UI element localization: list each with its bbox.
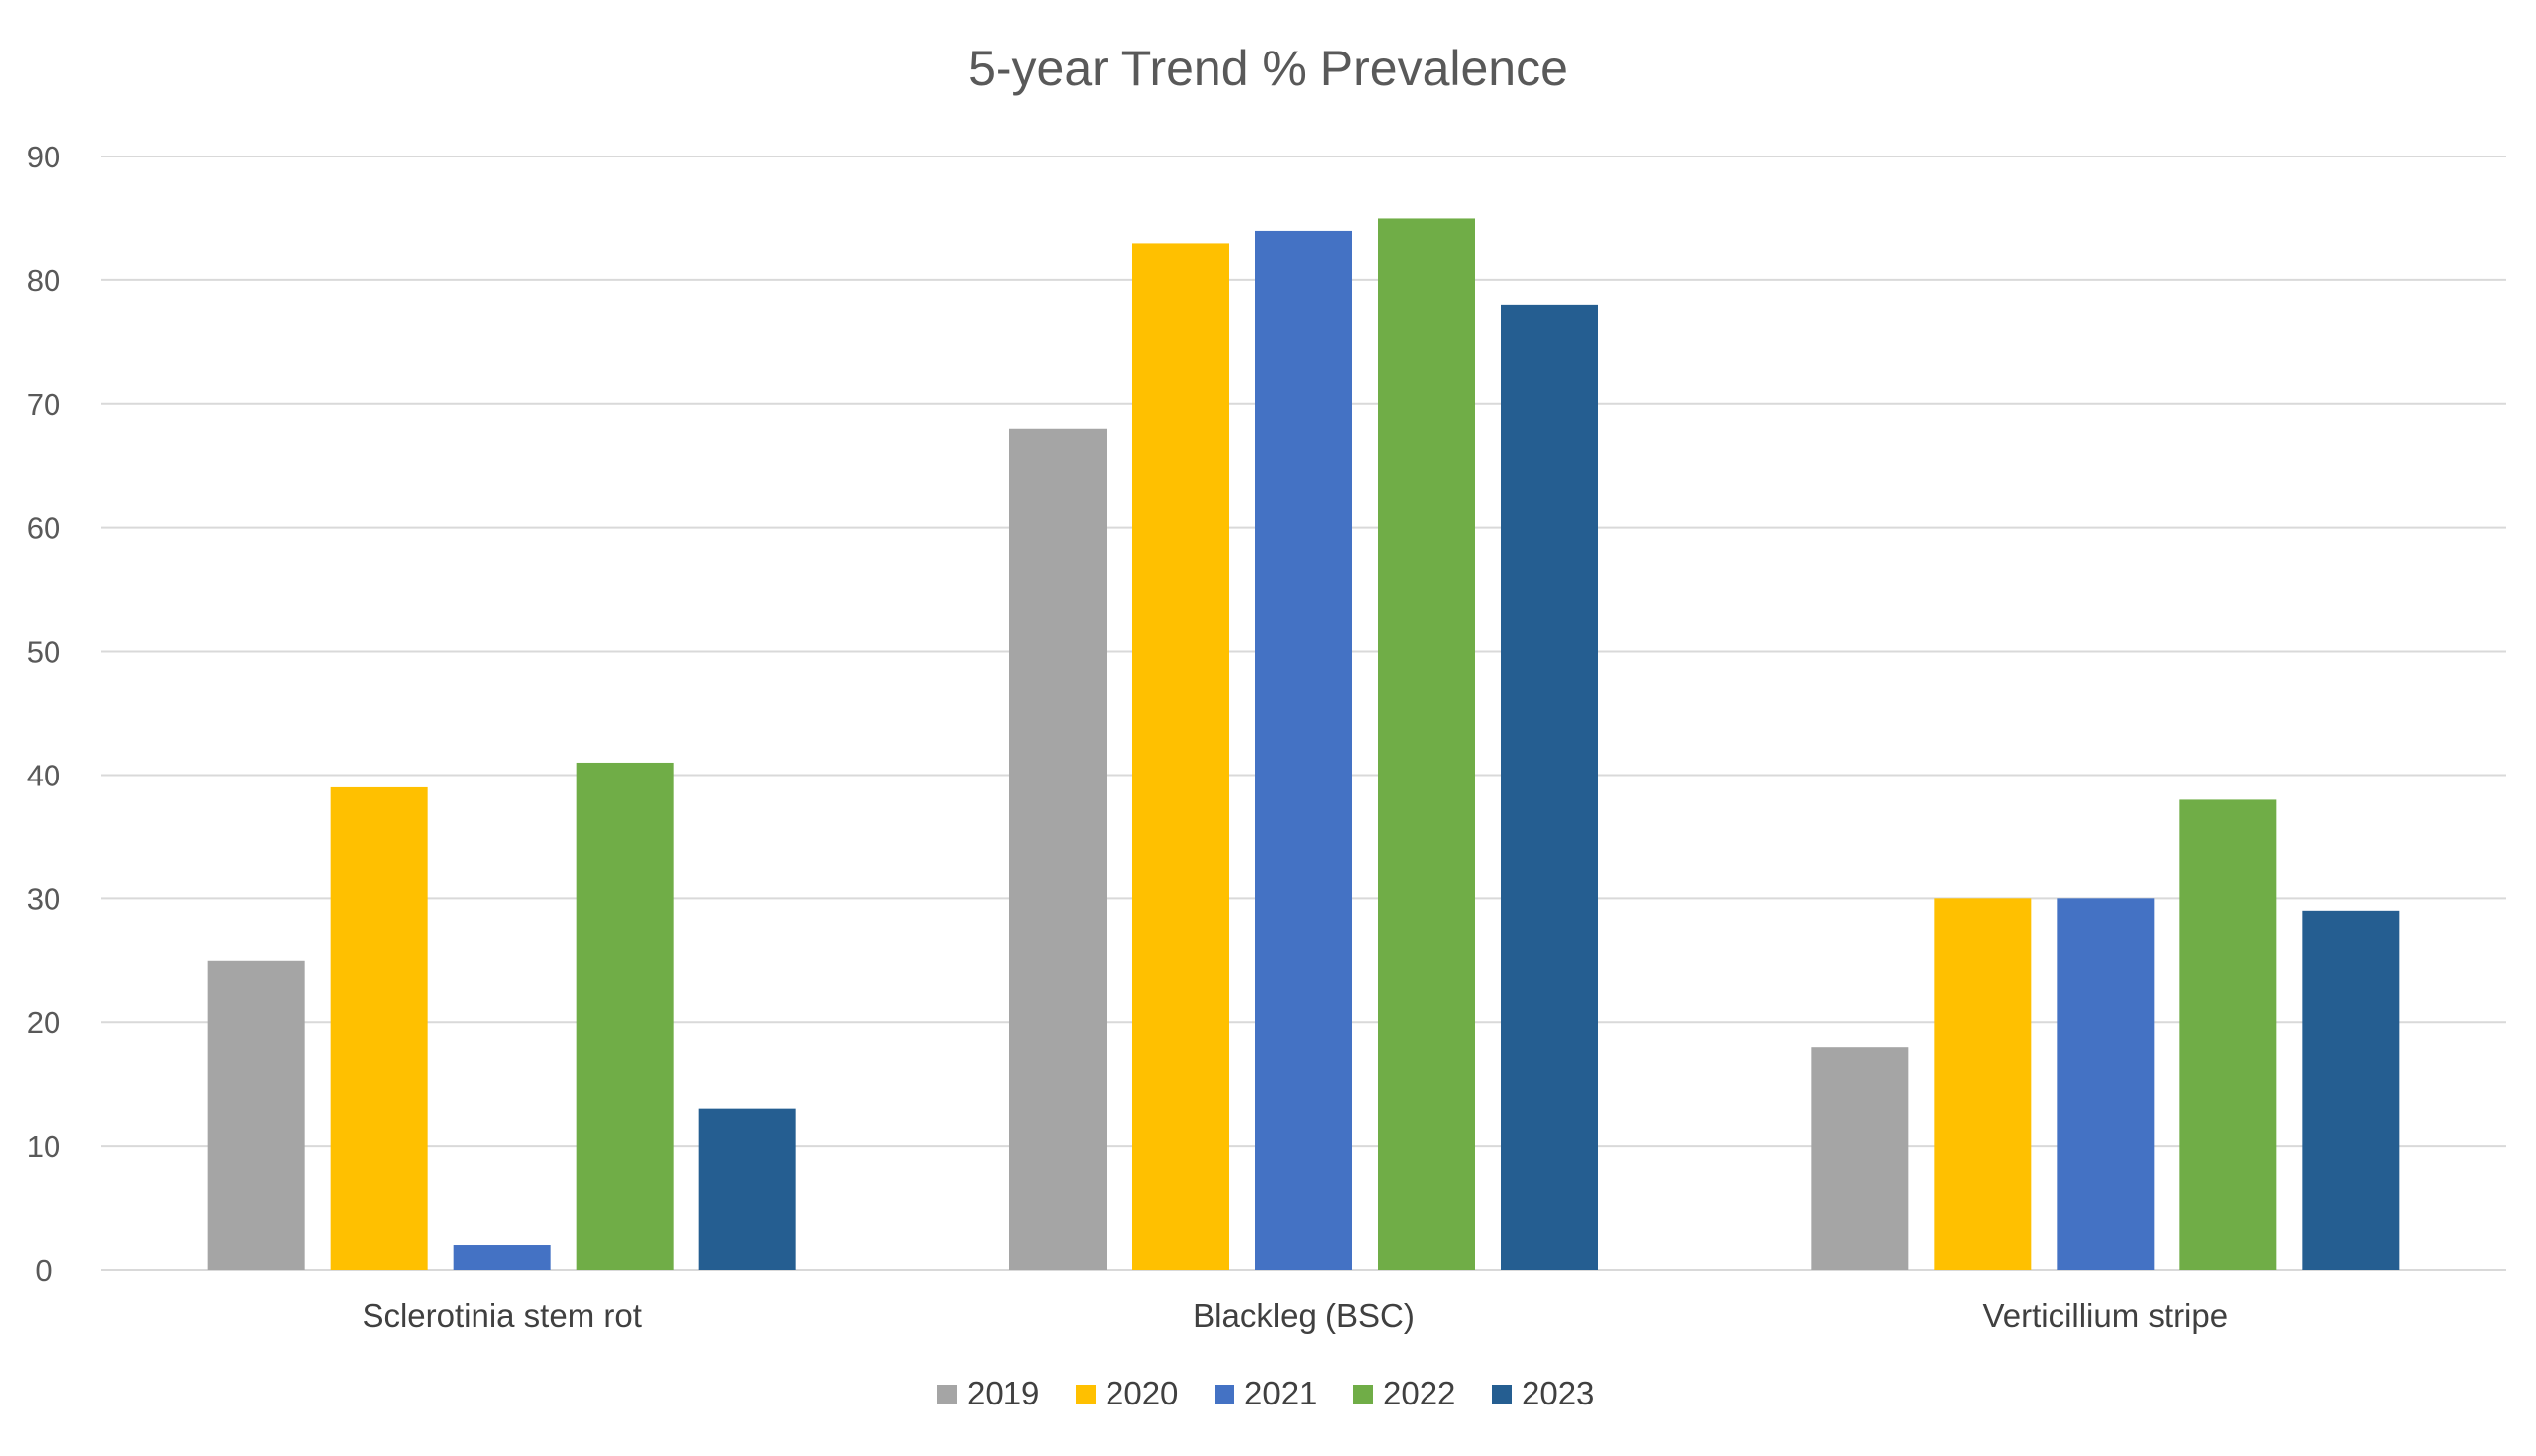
- bar-2023-sclerotinia-stem-rot: [698, 1108, 796, 1270]
- legend-label: 2023: [1522, 1375, 1594, 1411]
- legend-swatch-2019: [937, 1385, 957, 1404]
- x-axis-category-labels: Sclerotinia stem rot Blackleg (BSC) Vertic…: [362, 1298, 2228, 1334]
- legend-swatch-2021: [1215, 1385, 1234, 1404]
- x-category-label: Blackleg (BSC): [1193, 1298, 1415, 1334]
- y-tick-label: 20: [27, 1005, 60, 1040]
- y-tick-label: 50: [27, 635, 60, 670]
- x-category-label: Verticillium stripe: [1983, 1298, 2229, 1334]
- bar-2021-verticillium-stripe: [2057, 898, 2155, 1270]
- bar-2019-sclerotinia-stem-rot: [207, 960, 305, 1270]
- bar-2023-verticillium-stripe: [2302, 910, 2400, 1270]
- y-tick-label: 0: [35, 1253, 52, 1288]
- bars: [207, 218, 2400, 1270]
- y-tick-label: 70: [27, 387, 60, 422]
- legend-label: 2021: [1244, 1375, 1317, 1411]
- legend-label: 2022: [1383, 1375, 1455, 1411]
- bar-2020-verticillium-stripe: [1934, 898, 2032, 1270]
- y-axis-ticks: 0 10 20 30 40 50 60 70 80 90: [27, 140, 60, 1288]
- y-tick-label: 90: [27, 140, 60, 174]
- legend: 2019 2020 2021 2022 2023: [937, 1375, 1594, 1411]
- bar-2020-blackleg-bsc: [1132, 243, 1229, 1270]
- y-tick-label: 30: [27, 882, 60, 916]
- bar-2021-blackleg-bsc: [1255, 230, 1352, 1270]
- legend-swatch-2022: [1353, 1385, 1373, 1404]
- bar-2022-sclerotinia-stem-rot: [576, 762, 674, 1270]
- bar-2022-blackleg-bsc: [1378, 218, 1475, 1270]
- chart-title: 5-year Trend % Prevalence: [968, 41, 1568, 96]
- bar-2022-verticillium-stripe: [2179, 799, 2277, 1270]
- legend-swatch-2023: [1492, 1385, 1512, 1404]
- legend-swatch-2020: [1076, 1385, 1096, 1404]
- bar-2021-sclerotinia-stem-rot: [453, 1245, 551, 1270]
- y-tick-label: 40: [27, 758, 60, 792]
- legend-label: 2019: [967, 1375, 1039, 1411]
- x-category-label: Sclerotinia stem rot: [362, 1298, 641, 1334]
- y-tick-label: 60: [27, 511, 60, 546]
- bar-2023-blackleg-bsc: [1501, 304, 1598, 1270]
- y-tick-label: 10: [27, 1129, 60, 1164]
- legend-label: 2020: [1106, 1375, 1178, 1411]
- bar-2019-blackleg-bsc: [1009, 428, 1107, 1270]
- bar-2020-sclerotinia-stem-rot: [330, 786, 428, 1270]
- y-tick-label: 80: [27, 263, 60, 298]
- bar-2019-verticillium-stripe: [1811, 1047, 1909, 1270]
